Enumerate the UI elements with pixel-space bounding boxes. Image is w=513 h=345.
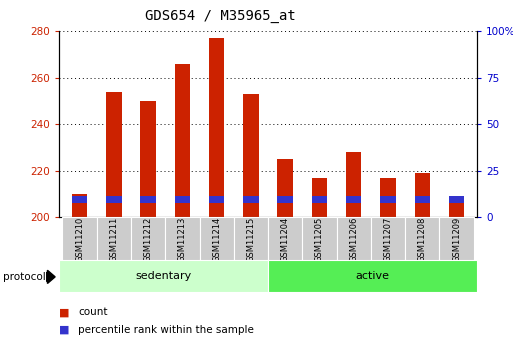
- Text: GSM11204: GSM11204: [281, 216, 290, 262]
- Bar: [209, 196, 224, 203]
- Bar: [380, 196, 396, 203]
- Text: GSM11214: GSM11214: [212, 216, 221, 262]
- Bar: [449, 196, 464, 203]
- Bar: [278, 196, 293, 203]
- Bar: [312, 178, 327, 217]
- Text: GSM11213: GSM11213: [178, 216, 187, 262]
- Bar: [72, 194, 87, 217]
- Bar: [72, 196, 87, 203]
- Bar: [337, 217, 371, 260]
- Text: ■: ■: [59, 307, 69, 317]
- Text: ■: ■: [59, 325, 69, 335]
- Bar: [415, 196, 430, 203]
- Bar: [174, 63, 190, 217]
- FancyArrow shape: [46, 270, 55, 284]
- Bar: [141, 196, 156, 203]
- Bar: [415, 173, 430, 217]
- Bar: [346, 196, 362, 203]
- Bar: [165, 217, 200, 260]
- Text: GSM11207: GSM11207: [384, 216, 392, 262]
- Text: GSM11208: GSM11208: [418, 216, 427, 262]
- Bar: [63, 217, 96, 260]
- Bar: [96, 217, 131, 260]
- Bar: [106, 91, 122, 217]
- Bar: [268, 260, 477, 292]
- Bar: [234, 217, 268, 260]
- Text: GDS654 / M35965_at: GDS654 / M35965_at: [145, 9, 296, 23]
- Bar: [200, 217, 234, 260]
- Bar: [278, 159, 293, 217]
- Text: GSM11206: GSM11206: [349, 216, 358, 262]
- Bar: [268, 217, 302, 260]
- Text: GSM11215: GSM11215: [246, 216, 255, 262]
- Bar: [243, 94, 259, 217]
- Text: protocol: protocol: [3, 272, 45, 282]
- Text: GSM11211: GSM11211: [109, 216, 119, 262]
- Bar: [312, 196, 327, 203]
- Bar: [141, 101, 156, 217]
- Bar: [346, 152, 362, 217]
- Bar: [243, 196, 259, 203]
- Bar: [380, 178, 396, 217]
- Bar: [440, 217, 473, 260]
- Text: active: active: [356, 271, 389, 281]
- Bar: [106, 196, 122, 203]
- Bar: [405, 217, 440, 260]
- Bar: [174, 196, 190, 203]
- Bar: [302, 217, 337, 260]
- Bar: [59, 260, 268, 292]
- Text: percentile rank within the sample: percentile rank within the sample: [78, 325, 254, 335]
- Text: sedentary: sedentary: [135, 271, 192, 281]
- Text: count: count: [78, 307, 108, 317]
- Bar: [131, 217, 165, 260]
- Text: GSM11205: GSM11205: [315, 216, 324, 262]
- Bar: [449, 199, 464, 217]
- Text: GSM11212: GSM11212: [144, 216, 152, 262]
- Text: GSM11209: GSM11209: [452, 216, 461, 262]
- Bar: [371, 217, 405, 260]
- Text: GSM11210: GSM11210: [75, 216, 84, 262]
- Bar: [209, 38, 224, 217]
